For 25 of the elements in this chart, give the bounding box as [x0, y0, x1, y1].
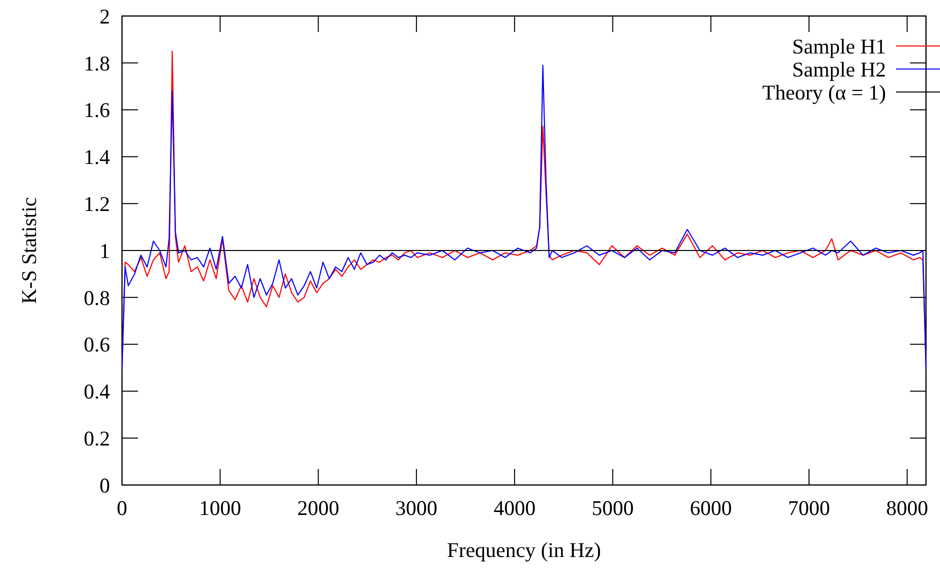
- legend-label: Sample H2: [792, 57, 886, 82]
- x-tick-label: 7000: [788, 496, 830, 520]
- y-axis-title: K-S Statistic: [17, 197, 41, 304]
- x-tick-label: 3000: [395, 496, 438, 520]
- y-tick-label: 0.8: [84, 286, 110, 310]
- x-tick-label: 6000: [690, 496, 732, 520]
- y-tick-label: 1.2: [84, 192, 110, 216]
- y-tick-label: 0.4: [84, 380, 110, 404]
- x-tick-label: 8000: [886, 496, 928, 520]
- y-tick-label: 0.6: [84, 332, 110, 357]
- y-tick-label: 1: [100, 238, 110, 263]
- y-tick-label: 1.6: [84, 98, 110, 122]
- y-tick-label: 2: [100, 4, 110, 28]
- legend-label: Theory (α = 1): [762, 80, 886, 104]
- y-tick-label: 1.8: [84, 51, 110, 76]
- y-tick-label: 1.4: [84, 145, 110, 170]
- x-tick-label: 2000: [297, 496, 340, 520]
- y-tick-label: 0.2: [84, 426, 110, 450]
- legend-label: Sample H1: [792, 34, 886, 58]
- x-tick-label: 4000: [494, 496, 536, 520]
- x-axis-title: Frequency (in Hz): [447, 538, 601, 562]
- x-tick-label: 5000: [592, 496, 634, 520]
- y-tick-label: 0: [100, 473, 110, 498]
- x-tick-label: 0: [116, 496, 128, 520]
- x-tick-label: 1000: [199, 496, 242, 520]
